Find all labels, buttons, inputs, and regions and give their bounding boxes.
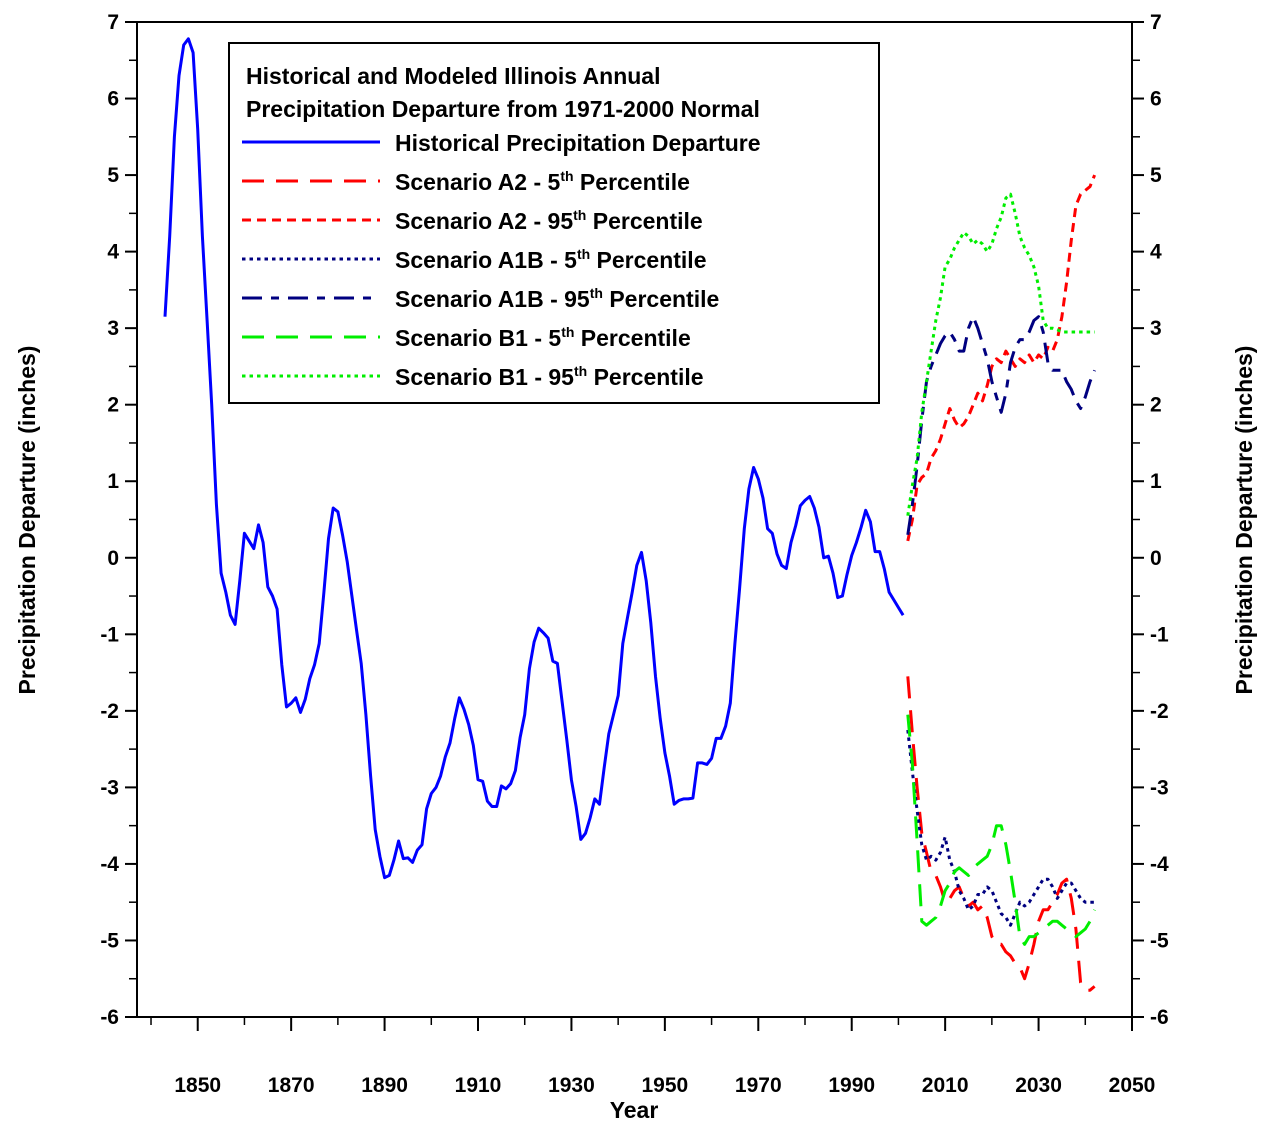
series-line-6 <box>906 192 1095 516</box>
y-tick-label-right-12: -5 <box>1150 929 1169 952</box>
chart-title-line-2: Precipitation Departure from 1971-2000 N… <box>246 96 760 122</box>
legend-label-5: Scenario B1 - 5th Percentile <box>395 324 691 351</box>
series-line-5 <box>906 714 1096 946</box>
y-tick-label-left-3: 4 <box>107 241 119 264</box>
series-line-3 <box>906 729 1095 927</box>
series-line-0 <box>163 37 905 880</box>
y-tick-label-left-2: 5 <box>107 164 119 187</box>
legend-box <box>228 42 880 404</box>
legend-entries: Historical Precipitation Departure Scenar… <box>242 130 761 390</box>
chart-title-line-1: Historical and Modeled Illinois Annual <box>246 63 660 89</box>
y-tick-label-right-4: 3 <box>1150 317 1162 340</box>
x-tick-label-1890: 1890 <box>361 1074 408 1097</box>
x-tick-label-2010: 2010 <box>922 1074 969 1097</box>
series-line-4 <box>906 315 1096 536</box>
y-tick-label-left-6: 1 <box>107 470 119 493</box>
plot-marks <box>163 37 1096 992</box>
legend-label-0: Historical Precipitation Departure <box>395 130 761 156</box>
series-line-1 <box>906 676 1096 992</box>
x-tick-label-1910: 1910 <box>455 1074 502 1097</box>
y-tick-label-right-10: -3 <box>1150 776 1169 799</box>
x-tick-label-1930: 1930 <box>548 1074 595 1097</box>
y-tick-label-left-5: 2 <box>107 394 119 417</box>
x-tick-label-1970: 1970 <box>735 1074 782 1097</box>
y-axis-title-right: Precipitation Departure (inches) <box>1231 346 1257 695</box>
y-tick-label-left-7: 0 <box>107 547 119 570</box>
y-tick-label-right-9: -2 <box>1150 700 1169 723</box>
y-tick-label-right-3: 4 <box>1150 241 1162 264</box>
y-tick-label-right-8: -1 <box>1150 623 1169 646</box>
legend-label-2: Scenario A2 - 95th Percentile <box>395 207 703 234</box>
y-tick-label-left-8: -1 <box>100 623 119 646</box>
y-tick-label-right-13: -6 <box>1150 1006 1169 1029</box>
legend-label-4: Scenario A1B - 95th Percentile <box>395 285 719 312</box>
x-tick-label-2050: 2050 <box>1109 1074 1156 1097</box>
y-tick-label-right-6: 1 <box>1150 470 1162 493</box>
y-tick-label-right-7: 0 <box>1150 547 1162 570</box>
legend: Historical and Modeled Illinois Annual P… <box>228 42 880 404</box>
x-axis-title: Year <box>610 1097 659 1123</box>
y-tick-label-left-12: -5 <box>100 929 119 952</box>
y-tick-label-left-4: 3 <box>107 317 119 340</box>
y-tick-label-left-0: 7 <box>107 11 119 34</box>
legend-label-1: Scenario A2 - 5th Percentile <box>395 168 690 195</box>
y-tick-label-right-0: 7 <box>1150 11 1162 34</box>
y-tick-label-left-13: -6 <box>100 1006 119 1029</box>
x-tick-label-1950: 1950 <box>642 1074 689 1097</box>
x-tick-label-2030: 2030 <box>1015 1074 1062 1097</box>
x-tick-label-1990: 1990 <box>828 1074 875 1097</box>
y-tick-label-right-2: 5 <box>1150 164 1162 187</box>
y-tick-label-left-11: -4 <box>100 853 119 876</box>
y-tick-label-right-11: -4 <box>1150 853 1169 876</box>
x-tick-label-1850: 1850 <box>174 1074 221 1097</box>
legend-label-3: Scenario A1B - 5th Percentile <box>395 246 707 273</box>
y-tick-label-right-5: 2 <box>1150 394 1162 417</box>
legend-label-6: Scenario B1 - 95th Percentile <box>395 363 704 390</box>
x-tick-label-1870: 1870 <box>268 1074 315 1097</box>
y-tick-label-left-9: -2 <box>100 700 119 723</box>
y-tick-label-right-1: 6 <box>1150 88 1162 111</box>
y-tick-label-left-1: 6 <box>107 88 119 111</box>
y-tick-label-left-10: -3 <box>100 776 119 799</box>
axis-ticks: 7 7 6 6 5 5 4 4 3 3 2 2 1 1 0 0 -1 -1 -2 -2 -3 -3 -4 -4 -5 -5 -6 -6… <box>100 11 1169 1097</box>
y-axis-title-left: Precipitation Departure (inches) <box>14 346 40 695</box>
series-line-2 <box>906 174 1096 542</box>
